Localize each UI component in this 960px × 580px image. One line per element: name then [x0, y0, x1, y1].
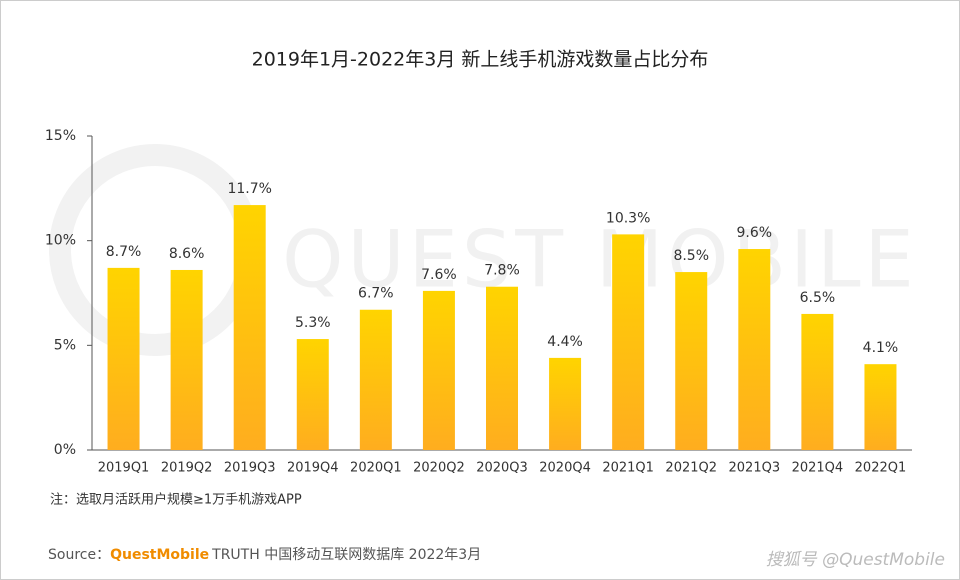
watermark: QUEST MOBILE	[282, 215, 918, 305]
bar	[170, 269, 203, 450]
bar	[612, 234, 645, 450]
y-tick-label: 10%	[45, 233, 76, 249]
y-tick-label: 15%	[45, 128, 76, 144]
x-tick-label: 2022Q1	[855, 461, 907, 476]
value-label: 11.7%	[227, 181, 271, 197]
value-label: 10.3%	[606, 210, 650, 226]
bar	[422, 290, 455, 450]
source-brand: QuestMobile	[110, 547, 209, 563]
value-label: 4.1%	[863, 340, 899, 356]
x-tick-label: 2020Q4	[539, 461, 591, 476]
value-label: 4.4%	[547, 334, 583, 350]
bar	[549, 357, 582, 450]
value-label: 5.3%	[295, 315, 331, 331]
bar	[675, 272, 708, 450]
x-tick-label: 2021Q2	[665, 461, 717, 476]
x-tick-label: 2019Q1	[98, 461, 150, 476]
value-label: 8.7%	[106, 244, 142, 260]
source: Source：QuestMobile TRUTH 中国移动互联网数据库 2022年…	[48, 547, 481, 563]
bar	[296, 339, 329, 450]
x-tick-label: 2020Q3	[476, 461, 528, 476]
value-label: 8.5%	[673, 248, 709, 264]
note: 注：选取月活跃用户规模≥1万手机游戏APP	[50, 492, 302, 508]
x-tick-label: 2019Q3	[224, 461, 276, 476]
bar	[107, 267, 140, 450]
bar	[486, 286, 518, 450]
x-tick-label: 2021Q1	[602, 461, 654, 476]
x-tick-label: 2021Q4	[792, 461, 844, 476]
x-tick-label: 2020Q1	[350, 461, 402, 476]
value-label: 9.6%	[737, 225, 773, 241]
value-label: 7.6%	[421, 267, 457, 283]
bar	[801, 313, 834, 450]
value-label: 8.6%	[169, 246, 205, 262]
y-tick-label: 0%	[54, 442, 76, 458]
bar	[738, 249, 771, 450]
x-tick-label: 2020Q2	[413, 461, 465, 476]
x-tick-label: 2019Q2	[161, 461, 213, 476]
bar	[359, 309, 392, 450]
x-tick-label: 2019Q4	[287, 461, 339, 476]
chart-title: 2019年1月-2022年3月 新上线手机游戏数量占比分布	[252, 49, 709, 71]
source-rest: TRUTH 中国移动互联网数据库 2022年3月	[211, 547, 481, 563]
value-label: 6.5%	[800, 290, 836, 306]
corner-mark: 搜狐号 @QuestMobile	[766, 550, 945, 570]
source-prefix: Source：	[48, 547, 110, 563]
bar	[864, 364, 897, 450]
y-tick-label: 5%	[54, 337, 76, 353]
x-tick-label: 2021Q3	[729, 461, 781, 476]
bar	[233, 205, 266, 450]
value-label: 6.7%	[358, 286, 394, 302]
value-label: 7.8%	[484, 263, 520, 279]
